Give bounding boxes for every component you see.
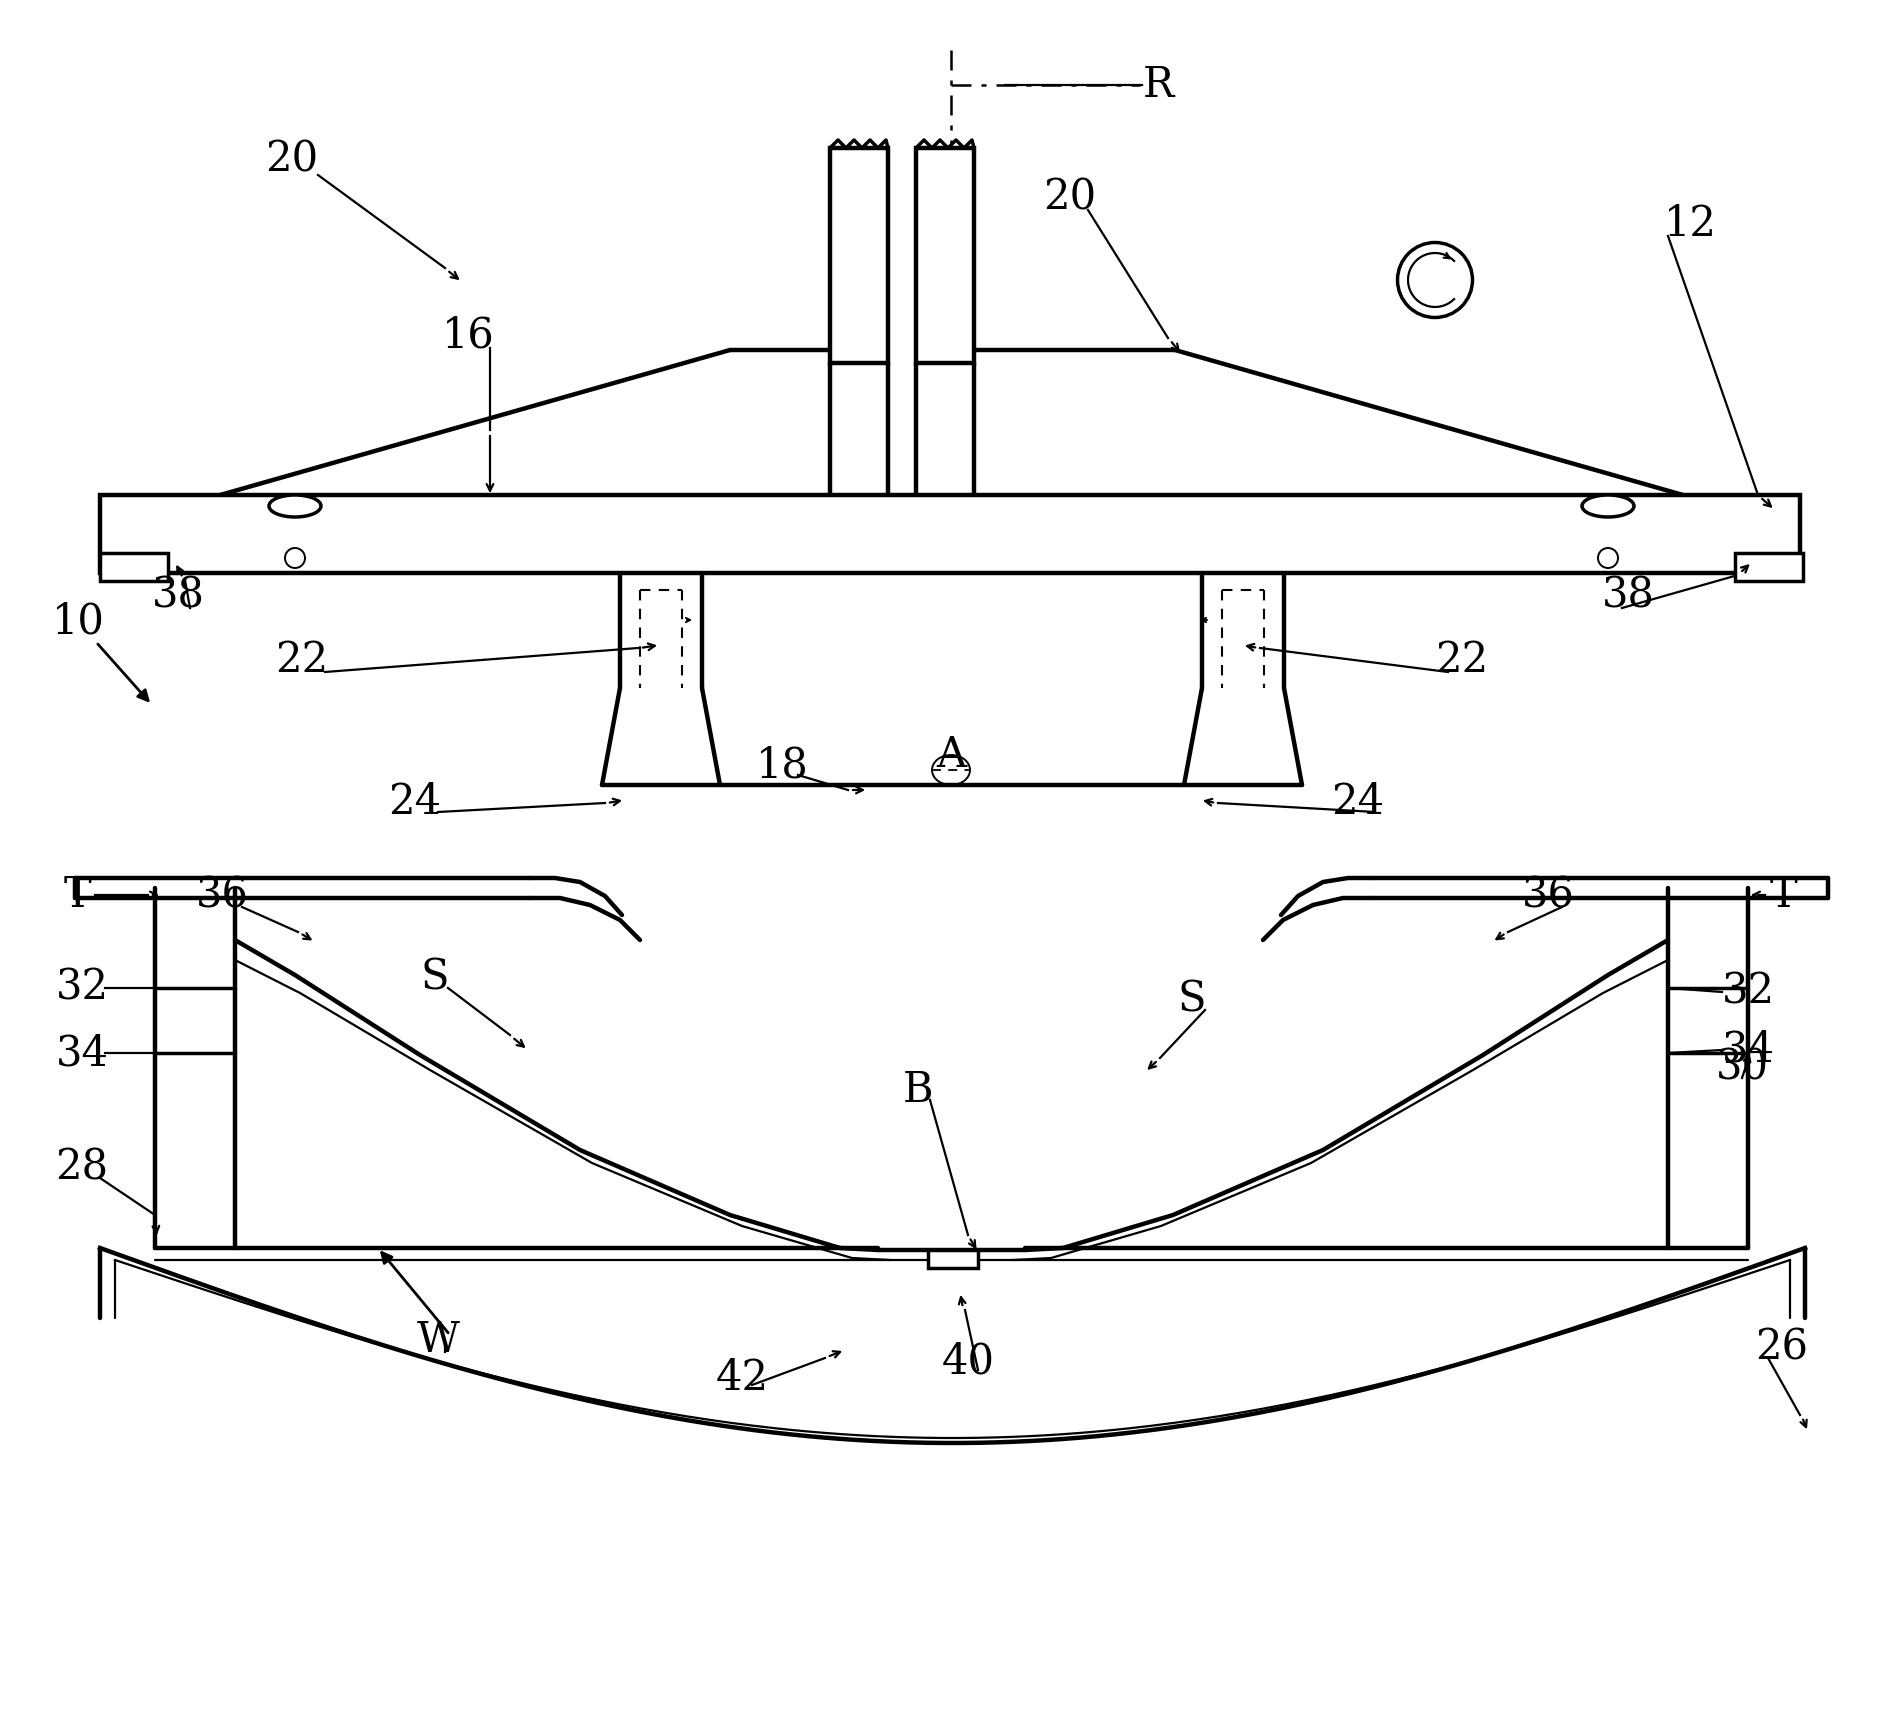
Text: 18: 18	[755, 745, 808, 786]
Text: 12: 12	[1664, 202, 1716, 245]
Text: T: T	[1769, 874, 1797, 916]
Text: 22: 22	[276, 639, 329, 681]
Bar	[917, 149, 974, 363]
Text: 32: 32	[1721, 971, 1775, 1013]
Text: W: W	[417, 1318, 460, 1362]
Text: T: T	[65, 874, 91, 916]
Text: 30: 30	[1716, 1047, 1769, 1089]
Text: 16: 16	[441, 314, 495, 356]
Ellipse shape	[1582, 494, 1634, 517]
Bar	[101, 553, 167, 581]
Text: 38: 38	[152, 575, 204, 617]
Text: 36: 36	[196, 874, 249, 916]
Text: 38: 38	[1601, 575, 1655, 617]
Text: 20: 20	[266, 138, 318, 181]
Bar	[101, 494, 1799, 574]
Text: 32: 32	[55, 968, 108, 1009]
Text: S: S	[420, 957, 449, 999]
Text: 22: 22	[1436, 639, 1489, 681]
Text: 34: 34	[55, 1032, 108, 1075]
Bar	[829, 149, 888, 363]
Text: 24: 24	[1331, 781, 1385, 823]
Text: B: B	[903, 1070, 934, 1111]
Bar	[1735, 553, 1803, 581]
Text: S: S	[1177, 980, 1206, 1021]
Text: 42: 42	[715, 1356, 768, 1400]
Text: 24: 24	[388, 781, 441, 823]
Text: R: R	[1143, 64, 1174, 105]
Text: 36: 36	[1522, 874, 1575, 916]
Text: 28: 28	[55, 1147, 108, 1189]
Text: A: A	[936, 734, 966, 776]
Bar	[928, 1249, 978, 1268]
Text: 10: 10	[51, 601, 105, 643]
Text: 40: 40	[941, 1341, 995, 1382]
Text: 20: 20	[1044, 176, 1097, 219]
Ellipse shape	[268, 494, 321, 517]
Text: 26: 26	[1756, 1327, 1809, 1369]
Text: 34: 34	[1721, 1028, 1775, 1071]
